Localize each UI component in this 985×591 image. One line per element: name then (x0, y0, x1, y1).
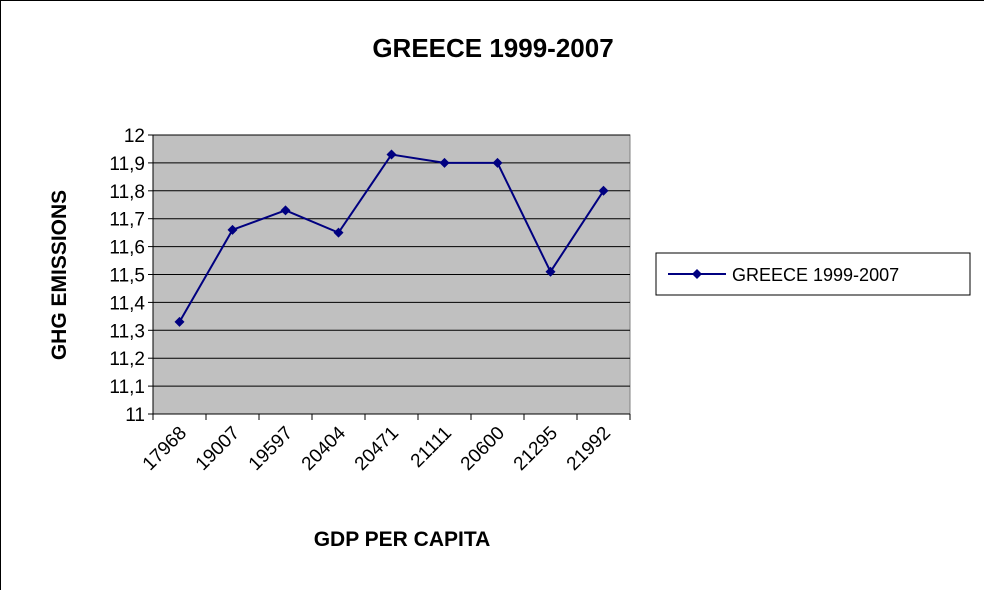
legend-label: GREECE 1999-2007 (732, 265, 899, 285)
y-tick-label: 11,2 (109, 349, 145, 370)
x-tick-label: 19597 (245, 423, 297, 475)
data-point-marker (174, 316, 185, 327)
x-axis-ticks: 17968 19007 19597 20404 20471 21111 20600 21295… (139, 414, 631, 475)
data-point-marker (386, 149, 397, 160)
data-point-marker (280, 205, 291, 216)
x-tick-label: 21295 (510, 423, 562, 475)
y-axis-ticks: 12 11,9 11,8 11,7 11,6 11,5 11,4 11,3 11,2 11,1 11 (109, 126, 153, 426)
x-axis-title: GDP PER CAPITA (314, 528, 491, 551)
data-point-marker (333, 227, 344, 238)
y-tick-label: 11,5 (109, 266, 145, 287)
y-tick-label: 12 (124, 126, 145, 147)
x-tick-label: 21111 (407, 423, 456, 472)
y-tick-label: 11,7 (109, 210, 145, 231)
data-point-marker (492, 157, 503, 168)
y-axis-title: GHG EMISSIONS (48, 190, 71, 360)
x-tick-label: 20600 (457, 423, 509, 475)
y-tick-label: 11,9 (109, 154, 145, 175)
data-point-marker (598, 185, 609, 196)
y-tick-label: 11 (125, 405, 145, 426)
y-tick-label: 11,8 (109, 182, 145, 203)
data-point-marker (545, 266, 556, 277)
x-tick-label: 19007 (192, 423, 244, 475)
data-point-marker (227, 224, 238, 235)
x-tick-label: 20471 (351, 423, 403, 475)
data-point-marker (439, 157, 450, 168)
gridlines (153, 134, 630, 387)
legend: GREECE 1999-2007 (655, 252, 971, 296)
y-tick-label: 11,4 (109, 293, 145, 314)
x-tick-label: 20404 (298, 422, 351, 475)
chart-title: GREECE 1999-2007 (372, 33, 613, 63)
y-tick-label: 11,3 (109, 321, 145, 342)
y-tick-label: 11,1 (109, 377, 145, 398)
x-tick-label: 21992 (563, 423, 615, 475)
y-tick-label: 11,6 (109, 238, 145, 259)
series-greece (174, 149, 609, 327)
legend-diamond-marker (692, 269, 702, 279)
x-tick-label: 17968 (139, 423, 191, 475)
